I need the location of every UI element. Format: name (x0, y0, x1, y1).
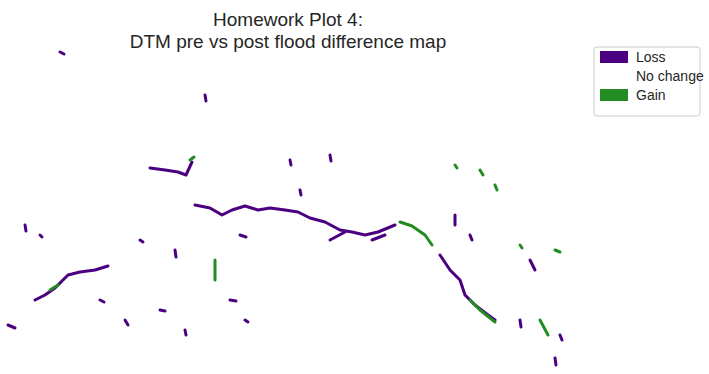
legend: Loss No change Gain (594, 47, 704, 116)
legend-patch (600, 89, 628, 101)
change-feature (205, 95, 206, 101)
change-feature (185, 330, 186, 335)
change-feature (245, 320, 248, 322)
change-feature (190, 157, 194, 160)
change-feature (495, 185, 497, 190)
change-feature (175, 250, 176, 257)
title-line: DTM pre vs post flood difference map (130, 31, 446, 52)
legend-label: Loss (636, 49, 666, 65)
change-feature (100, 300, 104, 302)
change-feature (555, 358, 556, 365)
change-feature (50, 285, 58, 290)
title-line: Homework Plot 4: (213, 9, 363, 30)
change-feature (555, 250, 560, 252)
change-feature (290, 160, 291, 165)
change-feature (160, 310, 165, 311)
change-feature (140, 240, 143, 242)
change-feature (150, 162, 192, 175)
change-feature (560, 335, 562, 340)
change-feature (520, 320, 521, 327)
change-feature (330, 232, 345, 240)
change-feature (300, 190, 301, 195)
change-feature (455, 165, 457, 168)
change-feature (240, 235, 246, 237)
change-feature (35, 266, 108, 300)
change-feature (440, 255, 495, 320)
change-feature (25, 225, 26, 231)
change-feature (230, 300, 236, 301)
change-feature (8, 325, 15, 328)
map-area (8, 52, 562, 365)
legend-label: No change (636, 68, 704, 84)
change-feature (125, 320, 128, 325)
change-feature (40, 235, 42, 237)
legend-patch (600, 51, 628, 63)
change-feature (480, 170, 483, 175)
chart: Homework Plot 4:DTM pre vs post flood di… (0, 0, 709, 374)
change-feature (400, 222, 432, 245)
change-feature (540, 320, 548, 335)
change-feature (470, 300, 495, 322)
legend-label: Gain (636, 87, 666, 103)
change-feature (520, 245, 522, 248)
change-feature (454, 215, 457, 225)
change-feature (195, 205, 395, 235)
change-feature (470, 235, 472, 240)
legend-patch (600, 70, 628, 82)
change-feature (530, 260, 535, 270)
change-feature (330, 155, 331, 161)
change-feature (372, 235, 385, 240)
title: Homework Plot 4:DTM pre vs post flood di… (130, 9, 446, 52)
change-feature (214, 260, 217, 280)
change-feature (60, 52, 64, 54)
